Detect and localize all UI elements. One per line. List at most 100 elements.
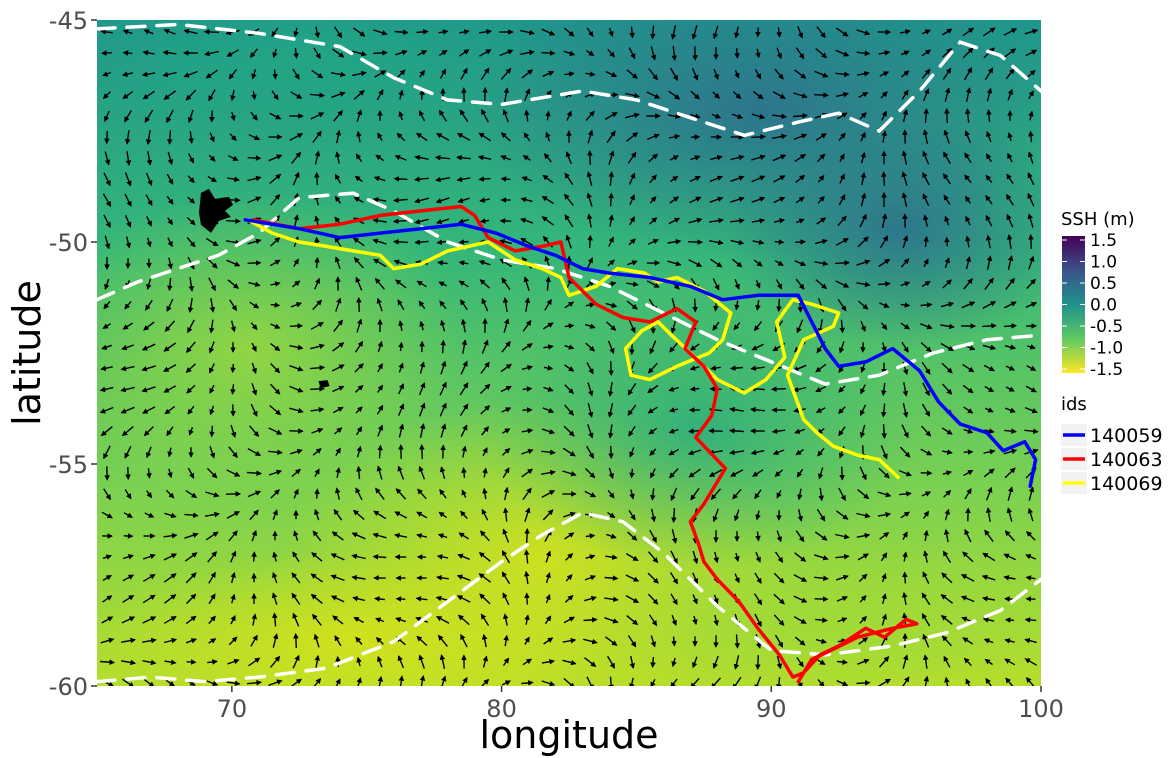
- current-vector-84: [921, 49, 932, 57]
- current-vector-55: [313, 47, 321, 60]
- current-vector-426: [541, 216, 554, 226]
- current-vector-346: [751, 175, 766, 183]
- current-vector-582: [984, 277, 994, 291]
- map-panel: [97, 20, 1041, 686]
- current-vector-112: [564, 71, 575, 77]
- current-vector-751: [750, 365, 765, 372]
- current-vector-973: [688, 468, 702, 478]
- current-vector-144: [290, 91, 303, 99]
- current-vector-1065: [733, 509, 740, 522]
- current-vector-860: [209, 425, 215, 438]
- current-vector-999: [293, 488, 299, 499]
- current-vector-801: [860, 384, 866, 395]
- current-vector-419: [392, 218, 409, 225]
- current-vector-706: [751, 343, 764, 351]
- current-vector-185: [209, 110, 215, 123]
- current-vector-153: [482, 86, 488, 103]
- current-vector-532: [878, 258, 891, 268]
- current-vector-733: [377, 363, 383, 373]
- current-vector-825: [418, 402, 426, 417]
- current-vector-440: [837, 215, 847, 227]
- current-vector-452: [146, 237, 152, 248]
- current-vector-392: [773, 196, 786, 204]
- current-vector-557: [458, 280, 469, 288]
- current-vector-343: [689, 175, 701, 183]
- current-vector-69: [607, 48, 615, 58]
- current-vector-958: [376, 465, 383, 480]
- current-vector-385: [629, 194, 635, 206]
- current-vector-785: [522, 386, 533, 392]
- current-vector-915: [419, 443, 425, 459]
- current-vector-1100: [524, 527, 530, 543]
- current-vector-243: [478, 132, 491, 142]
- current-vector-880: [628, 425, 636, 437]
- current-vector-858: [166, 426, 174, 437]
- current-vector-1283: [583, 617, 598, 623]
- current-vector-453: [167, 237, 173, 248]
- current-vector-130: [942, 67, 952, 80]
- current-vector-1032: [985, 486, 993, 501]
- current-vector-47: [142, 50, 155, 56]
- current-vector-475: [628, 238, 636, 246]
- current-vector-776: [332, 385, 345, 393]
- current-vector-666: [860, 320, 866, 333]
- current-vector-16: [438, 29, 449, 35]
- current-vector-1028: [899, 491, 912, 497]
- current-vector-761: [962, 363, 975, 373]
- current-vector-1038: [164, 512, 177, 519]
- current-vector-710: [838, 341, 845, 354]
- current-vector-51: [226, 49, 239, 57]
- current-vector-693: [481, 339, 489, 354]
- current-vector-635: [208, 319, 215, 334]
- current-vector-52: [249, 48, 259, 59]
- current-vector-1041: [226, 511, 240, 519]
- current-vector-444: [923, 214, 929, 227]
- current-vector-925: [629, 447, 635, 458]
- current-vector-210: [731, 113, 744, 119]
- current-vector-555: [416, 280, 427, 288]
- current-vector-765: [99, 386, 114, 393]
- current-vector-1031: [964, 488, 972, 500]
- current-vector-295: [627, 151, 637, 164]
- current-vector-1075: [944, 508, 950, 521]
- current-vector-684: [289, 344, 304, 351]
- current-vector-713: [901, 341, 909, 353]
- current-vector-735: [419, 361, 426, 374]
- current-vector-1053: [481, 508, 489, 521]
- current-vector-770: [209, 384, 215, 394]
- current-vector-525: [731, 258, 743, 268]
- current-vector-876: [541, 428, 556, 435]
- current-vector-845: [838, 406, 846, 414]
- current-vector-134: [1026, 69, 1036, 78]
- current-vector-414: [293, 214, 300, 227]
- current-vector-626: [961, 301, 976, 309]
- current-vector-547: [248, 281, 261, 288]
- current-vector-1043: [272, 509, 278, 520]
- current-vector-1085: [205, 531, 219, 541]
- current-vector-1013: [584, 490, 597, 498]
- current-vector-454: [186, 237, 196, 248]
- current-vector-493: [1006, 233, 1013, 250]
- current-vector-473: [587, 234, 593, 249]
- current-vector-252: [668, 134, 681, 140]
- current-vector-132: [984, 67, 994, 81]
- current-vector-458: [270, 237, 281, 247]
- current-vector-665: [839, 319, 845, 334]
- current-vector-583: [1005, 277, 1015, 290]
- current-vector-636: [230, 320, 236, 333]
- current-vector-846: [859, 404, 867, 417]
- current-vector-1030: [943, 489, 952, 498]
- current-vector-1020: [732, 488, 742, 500]
- current-vector-954: [291, 468, 301, 478]
- current-vector-781: [439, 381, 447, 396]
- current-vector-871: [440, 423, 447, 438]
- current-vector-483: [795, 239, 807, 245]
- current-vector-912: [356, 445, 362, 458]
- current-vector-966: [541, 469, 556, 476]
- current-vector-395: [838, 194, 846, 206]
- current-vector-400: [943, 194, 951, 205]
- current-vector-696: [543, 344, 554, 350]
- current-vector-405: [103, 214, 111, 229]
- current-vector-232: [248, 133, 261, 141]
- current-vector-942: [983, 449, 996, 455]
